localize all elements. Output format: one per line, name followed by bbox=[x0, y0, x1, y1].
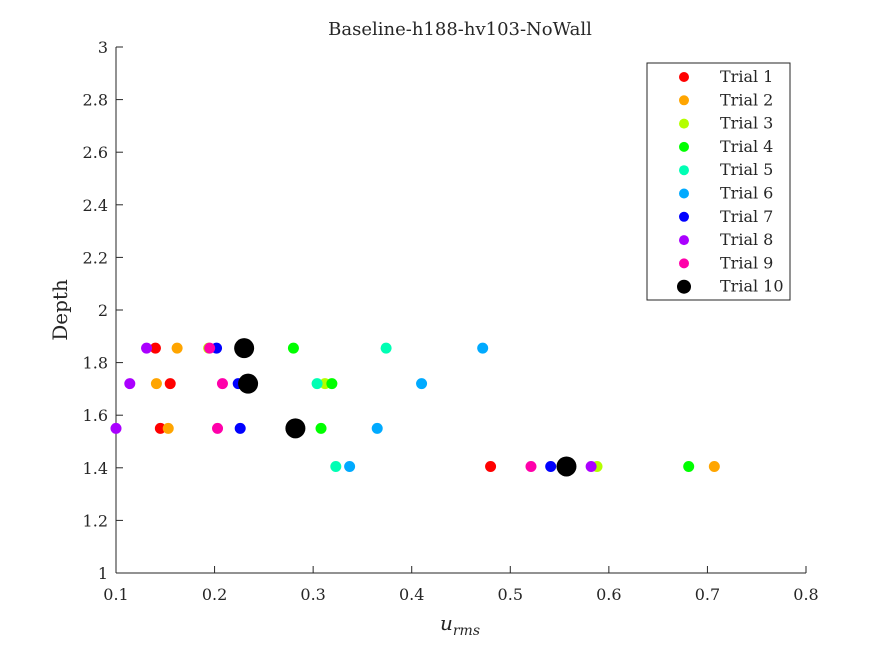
legend-label: Trial 9 bbox=[720, 253, 773, 272]
chart-title: Baseline-h188-hv103-NoWall bbox=[328, 19, 592, 40]
data-points bbox=[110, 338, 720, 477]
y-tick-label: 1 bbox=[98, 564, 108, 583]
data-point-trial-5 bbox=[380, 342, 392, 354]
data-point-trial-1 bbox=[164, 378, 176, 390]
y-tick-label: 1.2 bbox=[83, 511, 108, 530]
data-point-trial-1 bbox=[154, 422, 166, 434]
y-tick-label: 1.8 bbox=[83, 354, 108, 373]
data-point-trial-9 bbox=[212, 422, 224, 434]
data-point-trial-8 bbox=[124, 378, 136, 390]
legend-label: Trial 1 bbox=[720, 67, 773, 86]
data-point-trial-8 bbox=[110, 422, 122, 434]
data-point-trial-1 bbox=[149, 342, 161, 354]
data-point-trial-1 bbox=[485, 460, 497, 472]
y-tick-label: 2.8 bbox=[83, 91, 108, 110]
y-tick-label: 2.2 bbox=[83, 248, 108, 267]
x-tick-label: 0.3 bbox=[300, 585, 325, 604]
legend: Trial 1 Trial 2 Trial 3 Trial 4 Trial 5 Trial… bbox=[646, 62, 791, 301]
x-tick-label: 0.8 bbox=[793, 585, 818, 604]
x-axis-label-subscript: rms bbox=[453, 623, 480, 639]
y-axis-label: Depth bbox=[48, 279, 72, 341]
x-tick-label: 0.5 bbox=[498, 585, 523, 604]
data-point-trial-4 bbox=[315, 422, 327, 434]
data-point-trial-9 bbox=[525, 460, 537, 472]
legend-marker bbox=[679, 165, 689, 176]
legend-label: Trial 5 bbox=[720, 160, 773, 179]
data-point-trial-6 bbox=[344, 460, 356, 472]
data-point-trial-6 bbox=[371, 422, 383, 434]
legend-marker bbox=[679, 72, 689, 82]
legend-marker bbox=[679, 235, 689, 246]
data-point-trial-10 bbox=[285, 418, 306, 439]
data-point-trial-6 bbox=[477, 342, 489, 354]
data-point-trial-4 bbox=[683, 460, 695, 472]
legend-label: Trial 3 bbox=[720, 114, 773, 133]
x-axis-label: urms bbox=[440, 611, 480, 639]
data-point-trial-4 bbox=[326, 378, 338, 390]
data-point-trial-9 bbox=[204, 342, 216, 354]
data-point-trial-10 bbox=[238, 373, 259, 394]
data-point-trial-5 bbox=[330, 460, 342, 472]
x-tick-label: 0.4 bbox=[399, 585, 424, 604]
data-point-trial-7 bbox=[545, 460, 557, 472]
legend-label: Trial 8 bbox=[720, 230, 773, 249]
x-tick-label: 0.2 bbox=[202, 585, 227, 604]
data-point-trial-8 bbox=[585, 460, 597, 472]
y-tick-label: 2 bbox=[98, 301, 108, 320]
data-point-trial-4 bbox=[287, 342, 299, 354]
legend-marker bbox=[679, 118, 689, 129]
legend-marker bbox=[677, 279, 691, 294]
x-axis-label-main: u bbox=[440, 611, 453, 635]
y-tick-label: 2.6 bbox=[83, 143, 108, 162]
data-point-trial-2 bbox=[150, 378, 162, 390]
legend-marker bbox=[679, 211, 689, 222]
y-tick-label: 2.4 bbox=[83, 196, 108, 215]
legend-box bbox=[646, 62, 791, 301]
legend-label: Trial 10 bbox=[720, 277, 784, 296]
data-point-trial-2 bbox=[708, 460, 720, 472]
y-tick-label: 1.4 bbox=[83, 459, 108, 478]
data-point-trial-8 bbox=[141, 342, 153, 354]
y-tick-label: 3 bbox=[98, 38, 108, 57]
legend-marker bbox=[679, 188, 689, 199]
data-point-trial-10 bbox=[556, 456, 577, 477]
legend-label: Trial 2 bbox=[720, 90, 773, 109]
legend-label: Trial 4 bbox=[720, 137, 773, 156]
x-tick-label: 0.7 bbox=[695, 585, 720, 604]
data-point-trial-5 bbox=[311, 378, 323, 390]
axes: 0.1 0.2 0.3 0.4 0.5 0.6 0.7 0.8 1 1.2 1.4 1.6 1.8 2 2.… bbox=[83, 38, 819, 604]
data-point-trial-9 bbox=[216, 378, 228, 390]
y-tick-label: 1.6 bbox=[83, 406, 108, 425]
data-point-trial-10 bbox=[234, 338, 255, 359]
data-point-trial-6 bbox=[416, 378, 428, 390]
x-tick-label: 0.1 bbox=[103, 585, 128, 604]
data-point-trial-2 bbox=[171, 342, 183, 354]
legend-label: Trial 7 bbox=[720, 207, 773, 226]
legend-marker bbox=[679, 95, 689, 106]
x-tick-label: 0.6 bbox=[596, 585, 621, 604]
data-point-trial-2 bbox=[162, 422, 174, 434]
legend-label: Trial 6 bbox=[720, 184, 773, 203]
legend-marker bbox=[679, 141, 689, 152]
legend-marker bbox=[679, 258, 689, 269]
data-point-trial-7 bbox=[234, 422, 246, 434]
